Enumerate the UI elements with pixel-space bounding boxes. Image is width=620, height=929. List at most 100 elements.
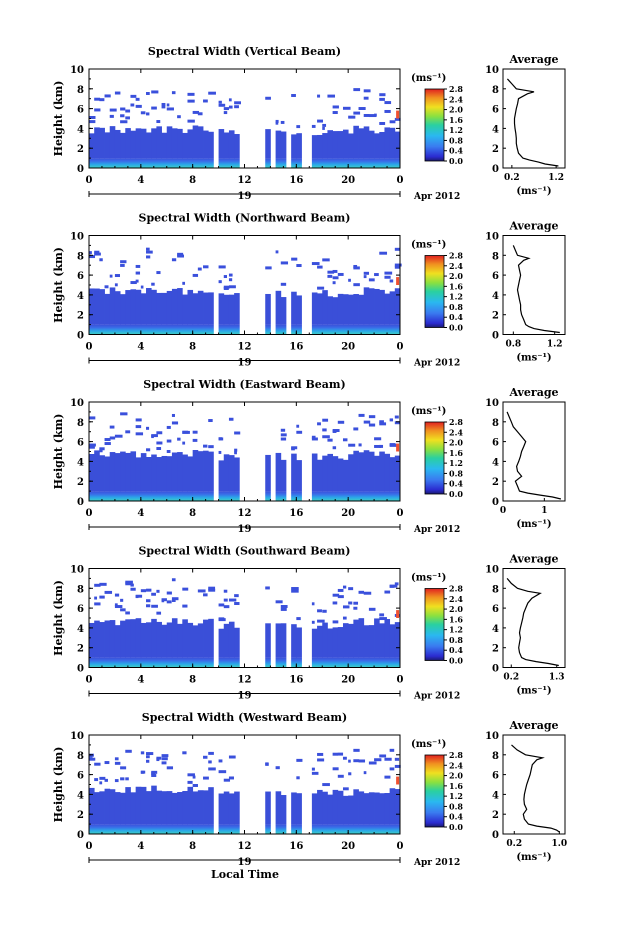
heatmap-cell xyxy=(342,129,349,159)
heatmap-cell xyxy=(99,491,105,501)
heatmap-cell xyxy=(125,619,131,658)
heatmap-cell xyxy=(384,453,391,492)
heatmap-cell xyxy=(228,158,235,168)
heatmap-cell xyxy=(161,657,168,668)
heatmap-cell xyxy=(358,294,365,325)
heatmap-cell xyxy=(130,792,137,825)
heatmap-cell xyxy=(358,657,365,668)
profile-x-tick-label: 1.2 xyxy=(548,173,564,183)
y-tick-label: 4 xyxy=(77,291,84,302)
heatmap-cell xyxy=(374,158,380,168)
heatmap-cell xyxy=(156,447,162,450)
heatmap-cell xyxy=(265,454,271,492)
heatmap-cell xyxy=(353,324,359,335)
heatmap-cell xyxy=(394,288,401,325)
heatmap-cell xyxy=(89,416,96,420)
heatmap-cell xyxy=(203,265,209,269)
profile-frame xyxy=(502,568,566,668)
heatmap-cell xyxy=(396,277,400,285)
heatmap-cell xyxy=(332,593,340,597)
heatmap-cell xyxy=(166,425,171,429)
heatmap-cell xyxy=(120,491,126,501)
heatmap-cell xyxy=(363,287,370,325)
heatmap-cell xyxy=(296,776,300,780)
y-axis-label: Height (km) xyxy=(52,247,65,323)
heatmap-cell xyxy=(291,324,297,335)
heatmap-cell xyxy=(94,657,100,668)
heatmap-cell xyxy=(135,104,142,108)
heatmap-cell xyxy=(151,774,157,777)
heatmap-cell xyxy=(151,454,157,492)
heatmap-cell xyxy=(161,491,168,501)
day-label: 19 xyxy=(238,358,252,369)
heatmap-cell xyxy=(394,622,401,658)
heatmap-cell xyxy=(177,657,183,668)
colorbar-tick-label: 0.4 xyxy=(449,645,463,655)
x-tick-label: 8 xyxy=(189,342,196,353)
y-tick-label: 0 xyxy=(77,830,84,841)
heatmap-cell xyxy=(130,281,137,285)
profile-y-tick-label: 0 xyxy=(492,830,499,841)
heatmap-cell xyxy=(280,120,285,124)
heatmap-cell xyxy=(337,324,344,335)
heatmap-cell xyxy=(104,491,111,501)
heatmap-cell xyxy=(177,324,183,335)
colorbar-tick-label: 1.2 xyxy=(449,791,463,801)
heatmap-cell xyxy=(379,491,385,501)
heatmap-cell xyxy=(140,111,146,115)
heatmap-cell xyxy=(317,119,324,123)
x-tick-label: 0 xyxy=(86,175,93,186)
heatmap-cell xyxy=(146,588,152,592)
heatmap-cell xyxy=(337,824,344,834)
heatmap-cell xyxy=(228,294,235,325)
heatmap-cell xyxy=(394,265,401,269)
heatmap-cell xyxy=(275,121,279,125)
heatmap-cell xyxy=(151,106,157,110)
heatmap-cell xyxy=(135,289,142,325)
heatmap-cell xyxy=(177,792,183,825)
y-tick-label: 4 xyxy=(77,457,84,468)
heatmap-cell xyxy=(234,657,240,668)
heatmap-cell xyxy=(114,605,123,609)
colorbar-tick-label: 2.8 xyxy=(449,750,463,760)
heatmap-cell xyxy=(368,130,375,159)
heatmap-cell xyxy=(146,657,152,668)
heatmap-cell xyxy=(192,657,199,668)
heatmap-cell xyxy=(161,132,168,159)
heatmap-cell xyxy=(228,130,235,159)
heatmap-cell xyxy=(109,114,114,118)
heatmap-field xyxy=(89,247,402,335)
heatmap-cell xyxy=(379,289,385,325)
heatmap-cell xyxy=(353,748,360,752)
heatmap-cell xyxy=(99,455,105,492)
heatmap-cell xyxy=(208,618,214,658)
heatmap-cell xyxy=(125,582,133,586)
heatmap-cell xyxy=(280,657,287,668)
heatmap-cell xyxy=(203,790,209,825)
heatmap-cell xyxy=(89,133,95,159)
heatmap-cell xyxy=(89,158,95,168)
colorbar-tick-label: 2.4 xyxy=(449,594,463,604)
heatmap-cell xyxy=(208,131,214,159)
heatmap-cell xyxy=(146,92,150,95)
heatmap-cell xyxy=(135,594,143,598)
heatmap-cell xyxy=(192,791,199,825)
colorbar-unit: (ms⁻¹) xyxy=(411,73,446,84)
heatmap-cell xyxy=(171,618,178,658)
profile-y-tick-label: 0 xyxy=(492,164,499,175)
heatmap-cell xyxy=(166,622,173,658)
heatmap-cell xyxy=(384,491,391,501)
heatmap-field xyxy=(89,748,401,834)
heatmap-cell xyxy=(317,752,324,756)
colorbar-tick-label: 0.0 xyxy=(449,656,463,666)
heatmap-cell xyxy=(389,767,395,771)
heatmap-cell xyxy=(135,824,142,834)
heatmap-cell xyxy=(177,623,183,658)
x-tick-label: 8 xyxy=(189,841,196,852)
heatmap-cell xyxy=(337,158,344,168)
heatmap-cell xyxy=(156,431,163,435)
heatmap-cell xyxy=(120,824,126,834)
x-tick-label: 16 xyxy=(289,175,303,186)
heatmap-cell xyxy=(125,116,130,120)
heatmap-cell xyxy=(296,133,302,159)
